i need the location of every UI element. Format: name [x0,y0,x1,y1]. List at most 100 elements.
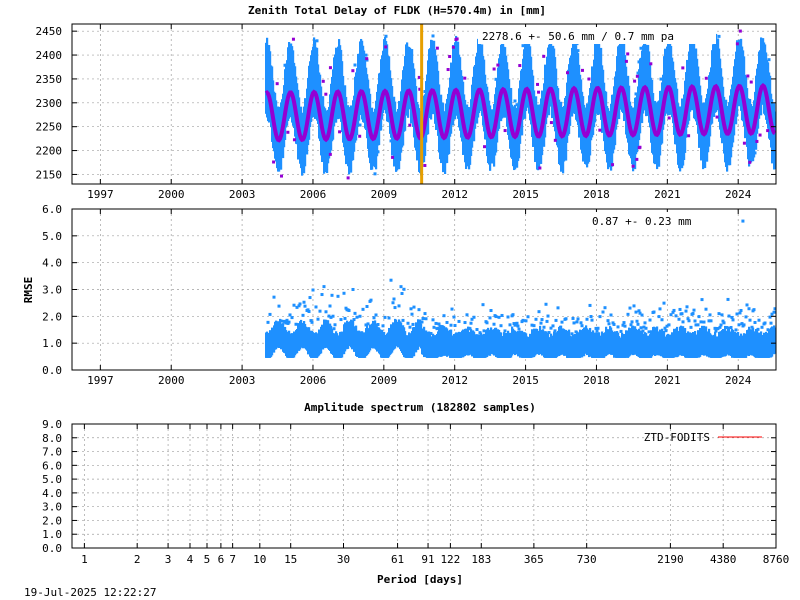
spectrum-ytick-label: 4.0 [42,487,62,500]
rmse-xtick-label: 2021 [654,374,681,387]
ztd-xtick-label: 2021 [654,188,681,201]
rmse-data-point [272,295,276,299]
rmse-data-point [669,313,673,317]
spectrum-xtick-label: 8760 [763,553,790,566]
rmse-data-point [630,320,634,324]
ztd-outlier-point [626,52,630,56]
rmse-data-point [663,326,667,330]
rmse-data-point [687,319,691,323]
ztd-outlier-point [742,141,746,145]
ztd-outlier-point [542,54,546,58]
ztd-outlier-point [566,71,570,75]
spectrum-xtick-label: 2190 [657,553,684,566]
spectrum-xtick-label: 4 [187,553,194,566]
rmse-data-point [685,305,689,309]
rmse-data-point [336,294,340,298]
rmse-data-point [475,328,479,332]
rmse-ytick-label: 4.0 [42,257,62,270]
rmse-data-point [689,325,693,329]
spectrum-xlabel: Period [days] [377,573,463,586]
rmse-data-point [731,318,735,322]
spectrum-ytick-label: 0.0 [42,542,62,555]
ztd-outlier-point [272,160,276,164]
ztd-seasonal-fit [264,82,776,143]
ztd-outlier-point [635,74,639,78]
rmse-data-point [331,314,335,318]
rmse-xtick-label: 2003 [229,374,256,387]
rmse-data-point [303,304,307,308]
rmse-data-point [508,323,512,327]
rmse-data-point [756,327,760,331]
rmse-data-point [288,313,292,317]
rmse-data-point [611,321,615,325]
rmse-data-point [266,320,270,324]
ztd-outlier-point [553,138,557,142]
rmse-data-point [544,302,548,306]
rmse-data-point [342,291,346,295]
rmse-data-point [644,326,648,330]
rmse-data-point [372,316,376,320]
rmse-data-point [333,323,337,327]
rmse-data-point [268,312,272,316]
ztd-ytick-label: 2250 [36,121,63,134]
ztd-outlier-point [446,68,450,72]
rmse-data-point [311,288,315,292]
ztd-outlier-point [746,74,750,78]
ztd-outlier-point [351,69,355,73]
ztd-outlier-point [279,174,283,178]
ztd-xtick-label: 2003 [229,188,256,201]
rmse-xtick-label: 2024 [725,374,752,387]
rmse-data-point [302,300,306,304]
ztd-xtick-label: 2012 [441,188,468,201]
ztd-outlier-point [292,138,296,142]
spectrum-xtick-label: 3 [165,553,172,566]
rmse-data-point [553,329,557,333]
spectrum-xtick-label: 365 [524,553,544,566]
ztd-outlier-point [580,68,584,72]
rmse-data-point [549,326,553,330]
rmse-data-point [693,319,697,323]
rmse-data-point [632,304,636,308]
rmse-data-point [638,311,642,315]
ztd-data-point [373,172,377,176]
ztd-outlier-point [324,92,328,96]
ztd-outlier-point [391,155,395,159]
rmse-data-point [554,318,558,322]
rmse-data-point [437,322,441,326]
rmse-data-point [717,312,721,316]
ztd-outlier-point [638,145,642,149]
rmse-data-point [424,317,428,321]
rmse-data-point [316,317,320,321]
ztd-axis-ticks: 1997 2000 2003 2006 2009 2012 2015 2018 2021 2024… [36,24,776,201]
rmse-data-point [619,329,623,333]
rmse-data-point [730,315,734,319]
rmse-data-point [639,326,643,330]
rmse-data-point [537,310,541,314]
rmse-data-point [517,327,521,331]
spectrum-ytick-label: 7.0 [42,446,62,459]
rmse-xtick-label: 2018 [583,374,610,387]
ztd-outlier-point [704,76,708,80]
ztd-outlier-point [735,42,739,46]
rmse-data-point [488,316,492,320]
rmse-data-column [774,327,777,354]
rmse-data-point [681,320,685,324]
rmse-ylabel: RMSE [22,277,35,304]
rmse-xtick-label: 2009 [371,374,398,387]
spectrum-ytick-label: 9.0 [42,418,62,431]
rmse-data-point [547,331,551,335]
rmse-data-point [575,320,579,324]
ztd-outlier-point [758,133,762,137]
rmse-data-point [704,307,708,311]
spectrum-xtick-label: 5 [204,553,211,566]
ztd-xtick-label: 2000 [158,188,185,201]
rmse-data-point [469,321,473,325]
spectrum-xtick-label: 4380 [710,553,737,566]
spectrum-xtick-label: 2 [134,553,141,566]
rmse-data-point [626,312,630,316]
rmse-data-point [642,325,646,329]
rmse-data-point [366,322,370,326]
ztd-outlier-point [635,157,639,161]
ztd-data-point [521,44,525,48]
timestamp: 19-Jul-2025 12:22:27 [24,586,156,599]
